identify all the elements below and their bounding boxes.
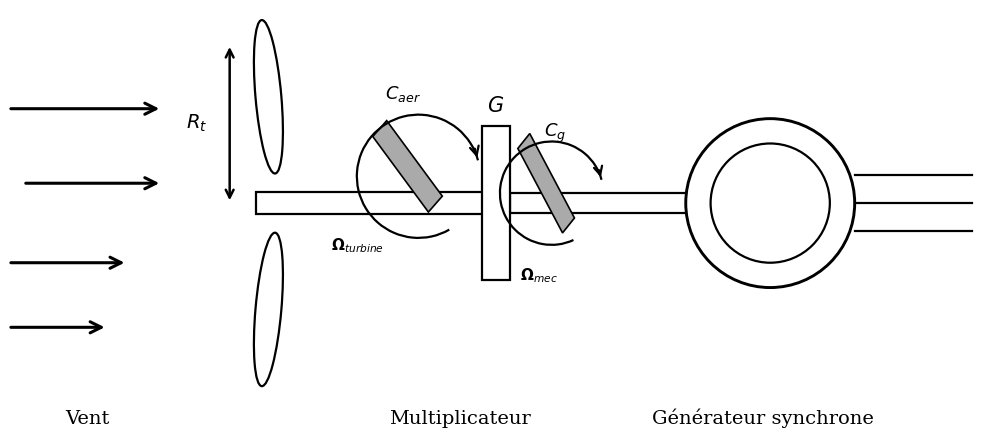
Bar bbox=[510, 193, 719, 213]
Text: $R_t$: $R_t$ bbox=[187, 113, 207, 134]
Bar bbox=[482, 126, 510, 280]
Circle shape bbox=[711, 144, 830, 263]
Ellipse shape bbox=[254, 233, 283, 386]
Text: Générateur synchrone: Générateur synchrone bbox=[652, 409, 874, 428]
Bar bbox=[256, 192, 495, 214]
Text: Vent: Vent bbox=[66, 410, 110, 428]
Circle shape bbox=[685, 119, 854, 288]
Text: $C_g$: $C_g$ bbox=[544, 122, 566, 145]
Polygon shape bbox=[373, 120, 442, 212]
Text: $G$: $G$ bbox=[487, 96, 505, 116]
Text: $\mathbf{\Omega}_{mec}$: $\mathbf{\Omega}_{mec}$ bbox=[519, 266, 558, 285]
Polygon shape bbox=[518, 134, 574, 233]
Ellipse shape bbox=[254, 20, 283, 173]
Text: $\mathbf{\Omega}_{turbine}$: $\mathbf{\Omega}_{turbine}$ bbox=[331, 237, 384, 255]
Text: $C_{aer}$: $C_{aer}$ bbox=[385, 84, 420, 104]
Text: Multiplicateur: Multiplicateur bbox=[389, 410, 531, 428]
